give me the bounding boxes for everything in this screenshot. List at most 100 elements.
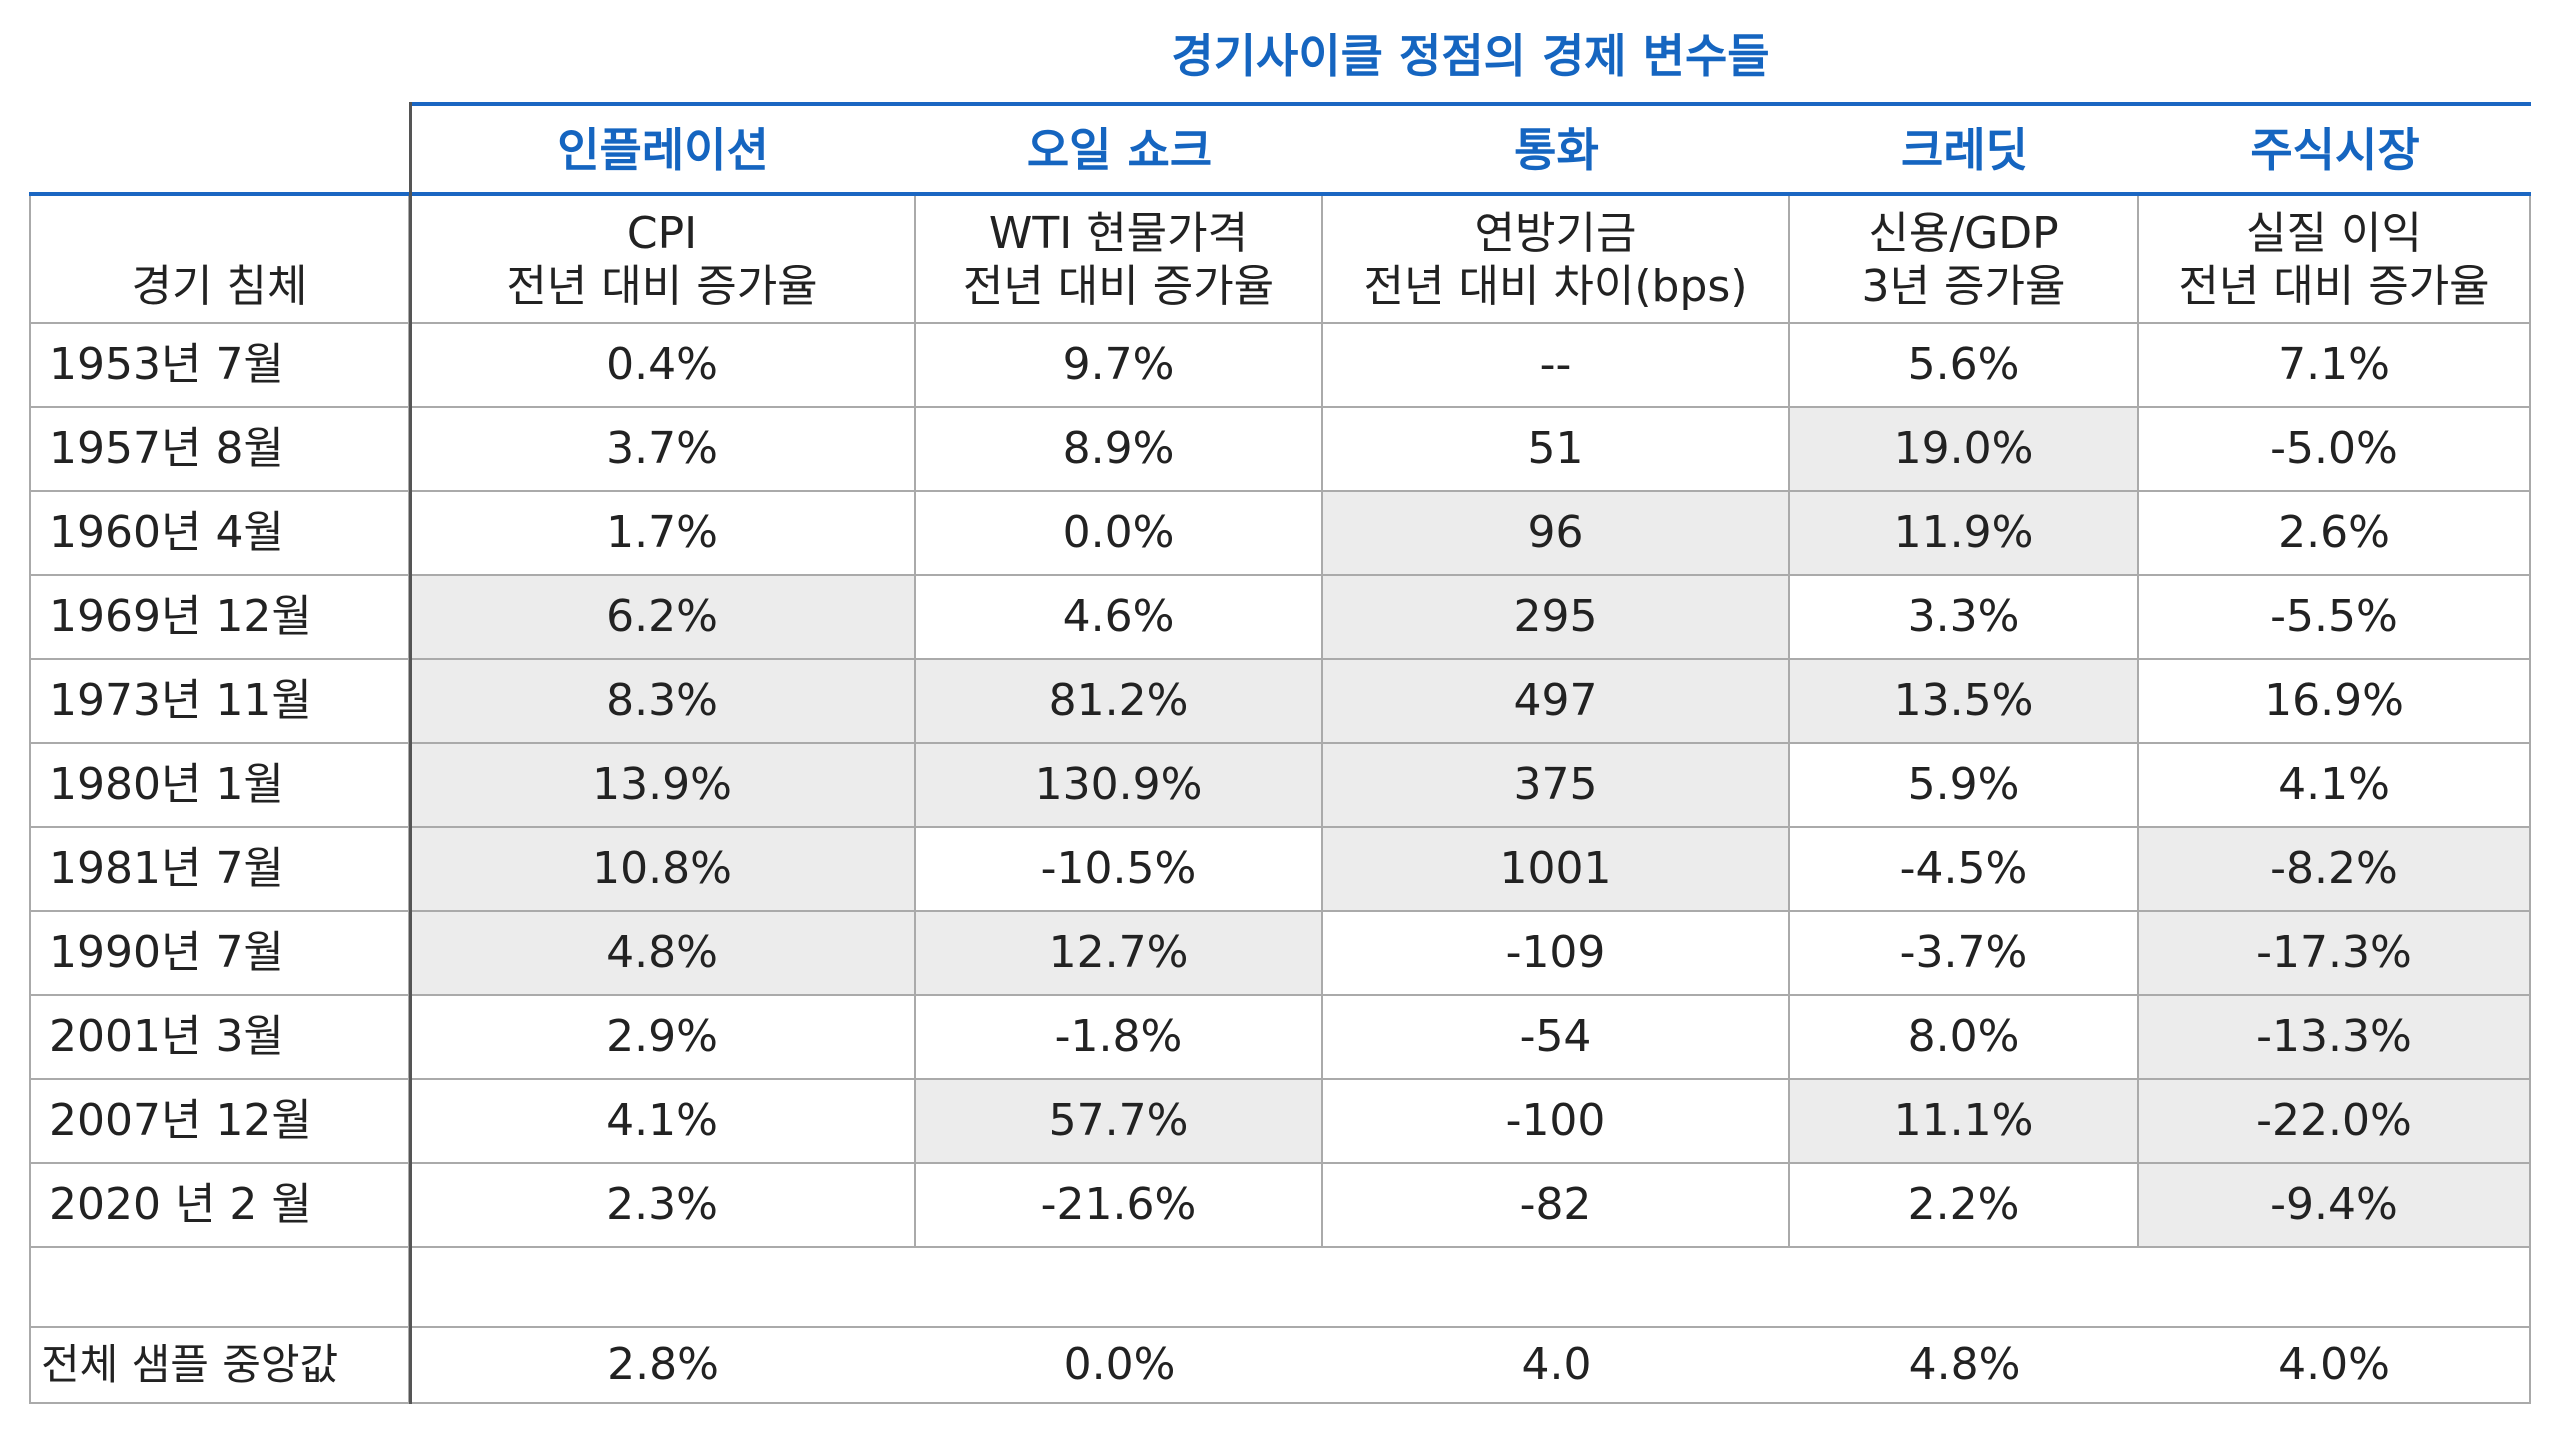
cell: -- (1323, 324, 1790, 408)
row-label: 1960년 4월 (29, 492, 410, 576)
header-line: 전년 대비 차이(bps) (1363, 261, 1748, 313)
cell: -3.7% (1790, 912, 2139, 996)
header-text: 경기 침체 (131, 261, 308, 313)
blank-cell (29, 1248, 410, 1328)
cell: 51 (1323, 408, 1790, 492)
cell: 57.7% (916, 1080, 1323, 1164)
cell: -100 (1323, 1080, 1790, 1164)
cell: -82 (1323, 1164, 1790, 1248)
header-line: 전년 대비 증가율 (506, 261, 818, 313)
column-header: 실질 이익 전년 대비 증가율 (2139, 196, 2531, 324)
cell: 8.9% (916, 408, 1323, 492)
cell: 5.9% (1790, 744, 2139, 828)
cell: -13.3% (2139, 996, 2531, 1080)
cell: 11.9% (1790, 492, 2139, 576)
row-label: 2007년 12월 (29, 1080, 410, 1164)
cell: 1001 (1323, 828, 1790, 912)
cell: 295 (1323, 576, 1790, 660)
cell: 13.9% (410, 744, 916, 828)
cell: 13.5% (1790, 660, 2139, 744)
column-header: WTI 현물가격 전년 대비 증가율 (916, 196, 1323, 324)
cell: 3.3% (1790, 576, 2139, 660)
row-label: 1969년 12월 (29, 576, 410, 660)
row-label: 1957년 8월 (29, 408, 410, 492)
title: 경기사이클 정점의 경제 변수들 (1171, 29, 1770, 83)
cell: 10.8% (410, 828, 916, 912)
cell: 2.8% (410, 1328, 916, 1404)
row-label: 1953년 7월 (29, 324, 410, 408)
group-header: 통화 (1514, 123, 1599, 177)
cell: 1.7% (410, 492, 916, 576)
cell: 8.0% (1790, 996, 2139, 1080)
row-label-header: 경기 침체 (29, 196, 410, 324)
rule (29, 192, 2531, 196)
cell: 4.0 (1323, 1328, 1790, 1404)
cell: 12.7% (916, 912, 1323, 996)
cell: 0.4% (410, 324, 916, 408)
row-label: 전체 샘플 중앙값 (29, 1328, 410, 1404)
cell: -10.5% (916, 828, 1323, 912)
row-label: 2020 년 2 월 (29, 1164, 410, 1248)
cell: 8.3% (410, 660, 916, 744)
header-line: 연방기금 (1474, 208, 1637, 260)
cell: 4.0% (2139, 1328, 2531, 1404)
header-line: 전년 대비 증가율 (2178, 261, 2490, 313)
row-label: 1990년 7월 (29, 912, 410, 996)
cell: 6.2% (410, 576, 916, 660)
column-header: 신용/GDP 3년 증가율 (1790, 196, 2139, 324)
cell: 11.1% (1790, 1080, 2139, 1164)
cell: -9.4% (2139, 1164, 2531, 1248)
cell: 4.1% (410, 1080, 916, 1164)
cell: -21.6% (916, 1164, 1323, 1248)
cell: 497 (1323, 660, 1790, 744)
rule (410, 102, 2531, 106)
header-line: CPI (626, 208, 698, 260)
cell: -1.8% (916, 996, 1323, 1080)
header-line: 실질 이익 (2246, 208, 2422, 260)
cell: 19.0% (1790, 408, 2139, 492)
cell: 4.6% (916, 576, 1323, 660)
cell: 4.8% (1790, 1328, 2139, 1404)
group-header: 주식시장 (2250, 123, 2420, 177)
cell: -4.5% (1790, 828, 2139, 912)
row-label: 1981년 7월 (29, 828, 410, 912)
cell: 16.9% (2139, 660, 2531, 744)
divider (409, 102, 412, 1404)
header-line: 3년 증가율 (1861, 261, 2066, 313)
column-header: 연방기금 전년 대비 차이(bps) (1323, 196, 1790, 324)
cell: 2.6% (2139, 492, 2531, 576)
cell: -5.5% (2139, 576, 2531, 660)
cell: 3.7% (410, 408, 916, 492)
cell: 0.0% (916, 492, 1323, 576)
cell: 130.9% (916, 744, 1323, 828)
cell: -17.3% (2139, 912, 2531, 996)
column-header: CPI 전년 대비 증가율 (410, 196, 916, 324)
cell: 4.1% (2139, 744, 2531, 828)
cell: 2.2% (1790, 1164, 2139, 1248)
header-line: WTI 현물가격 (988, 208, 1249, 260)
cell: 9.7% (916, 324, 1323, 408)
cell: 7.1% (2139, 324, 2531, 408)
group-header: 인플레이션 (557, 123, 769, 177)
cell: 81.2% (916, 660, 1323, 744)
row-label: 1973년 11월 (29, 660, 410, 744)
cell: -109 (1323, 912, 1790, 996)
cell: 5.6% (1790, 324, 2139, 408)
cell: -5.0% (2139, 408, 2531, 492)
cell: 2.9% (410, 996, 916, 1080)
cell: 375 (1323, 744, 1790, 828)
cell: 4.8% (410, 912, 916, 996)
header-line: 신용/GDP (1868, 208, 2059, 260)
header-line: 전년 대비 증가율 (962, 261, 1275, 313)
cell: -22.0% (2139, 1080, 2531, 1164)
group-header: 크레딧 (1901, 123, 2028, 177)
cell: -8.2% (2139, 828, 2531, 912)
cell: 0.0% (916, 1328, 1323, 1404)
cell: 2.3% (410, 1164, 916, 1248)
row-label: 2001년 3월 (29, 996, 410, 1080)
cell: 96 (1323, 492, 1790, 576)
group-header: 오일 쇼크 (1026, 123, 1213, 177)
blank-cell (410, 1248, 2531, 1328)
cell: -54 (1323, 996, 1790, 1080)
